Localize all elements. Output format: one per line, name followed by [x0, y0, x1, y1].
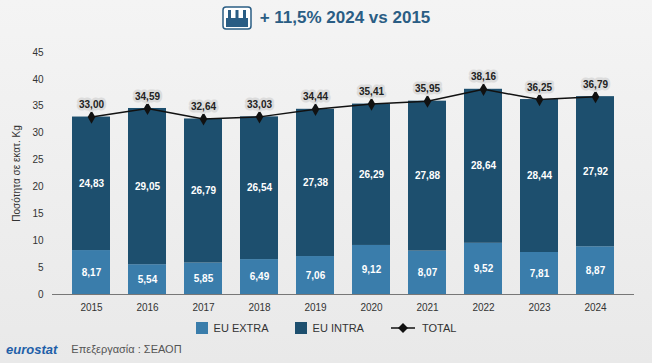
svg-text:2022: 2022: [472, 302, 495, 313]
svg-text:5: 5: [38, 262, 44, 273]
svg-text:33,00: 33,00: [79, 99, 104, 110]
svg-text:2020: 2020: [360, 302, 383, 313]
svg-text:35,95: 35,95: [415, 83, 440, 94]
svg-text:2018: 2018: [248, 302, 271, 313]
svg-text:0: 0: [38, 289, 44, 300]
svg-text:30: 30: [32, 127, 44, 138]
svg-text:6,49: 6,49: [250, 271, 270, 282]
svg-text:2023: 2023: [528, 302, 551, 313]
svg-text:29,05: 29,05: [135, 181, 160, 192]
svg-text:32,64: 32,64: [191, 101, 216, 112]
svg-text:27,88: 27,88: [415, 170, 440, 181]
html-text:EU EXTRA: EU EXTRA: [213, 322, 269, 334]
svg-text:7,81: 7,81: [530, 268, 550, 279]
svg-text:26,79: 26,79: [191, 185, 216, 196]
svg-text:20: 20: [32, 181, 44, 192]
svg-text:10: 10: [32, 235, 44, 246]
svg-text:Ποσότητα σε εκατ. Kg: Ποσότητα σε εκατ. Kg: [11, 125, 22, 222]
svg-text:34,59: 34,59: [135, 91, 160, 102]
svg-text:5,85: 5,85: [194, 273, 214, 284]
svg-text:8,17: 8,17: [82, 267, 102, 278]
svg-text:15: 15: [32, 208, 44, 219]
svg-text:2019: 2019: [304, 302, 327, 313]
svg-text:2017: 2017: [192, 302, 215, 313]
svg-text:7,06: 7,06: [306, 270, 326, 281]
svg-text:34,44: 34,44: [303, 91, 328, 102]
svg-text:45: 45: [32, 47, 44, 58]
svg-text:40: 40: [32, 74, 44, 85]
svg-text:28,44: 28,44: [527, 170, 552, 181]
svg-text:28,64: 28,64: [471, 160, 496, 171]
svg-text:27,38: 27,38: [303, 177, 328, 188]
html-text:EU INTRA: EU INTRA: [312, 322, 364, 334]
svg-text:38,16: 38,16: [471, 71, 496, 82]
svg-text:27,92: 27,92: [583, 166, 608, 177]
svg-text:36,79: 36,79: [583, 79, 608, 90]
html-text:Επεξεργασία : ΣΕΑΟΠ: Επεξεργασία : ΣΕΑΟΠ: [71, 343, 182, 355]
svg-text:35,41: 35,41: [359, 86, 384, 97]
svg-text:25: 25: [32, 154, 44, 165]
svg-text:33,03: 33,03: [247, 99, 272, 110]
svg-text:2024: 2024: [584, 302, 607, 313]
svg-text:5,54: 5,54: [138, 274, 158, 285]
svg-text:2015: 2015: [80, 302, 103, 313]
svg-text:2021: 2021: [416, 302, 439, 313]
svg-text:24,83: 24,83: [79, 178, 104, 189]
html-text:eurostat: eurostat: [6, 341, 58, 357]
svg-text:2016: 2016: [136, 302, 159, 313]
svg-text:26,29: 26,29: [359, 169, 384, 180]
svg-text:9,12: 9,12: [362, 264, 382, 275]
svg-text:8,87: 8,87: [586, 265, 606, 276]
svg-text:35: 35: [32, 100, 44, 111]
svg-text:26,54: 26,54: [247, 182, 272, 193]
html-text:TOTAL: TOTAL: [422, 322, 457, 334]
html-text:+ 11,5% 2024 vs 2015: + 11,5% 2024 vs 2015: [259, 8, 431, 27]
svg-text:36,25: 36,25: [527, 82, 552, 93]
svg-text:8,07: 8,07: [418, 267, 438, 278]
svg-text:9,52: 9,52: [474, 263, 494, 274]
